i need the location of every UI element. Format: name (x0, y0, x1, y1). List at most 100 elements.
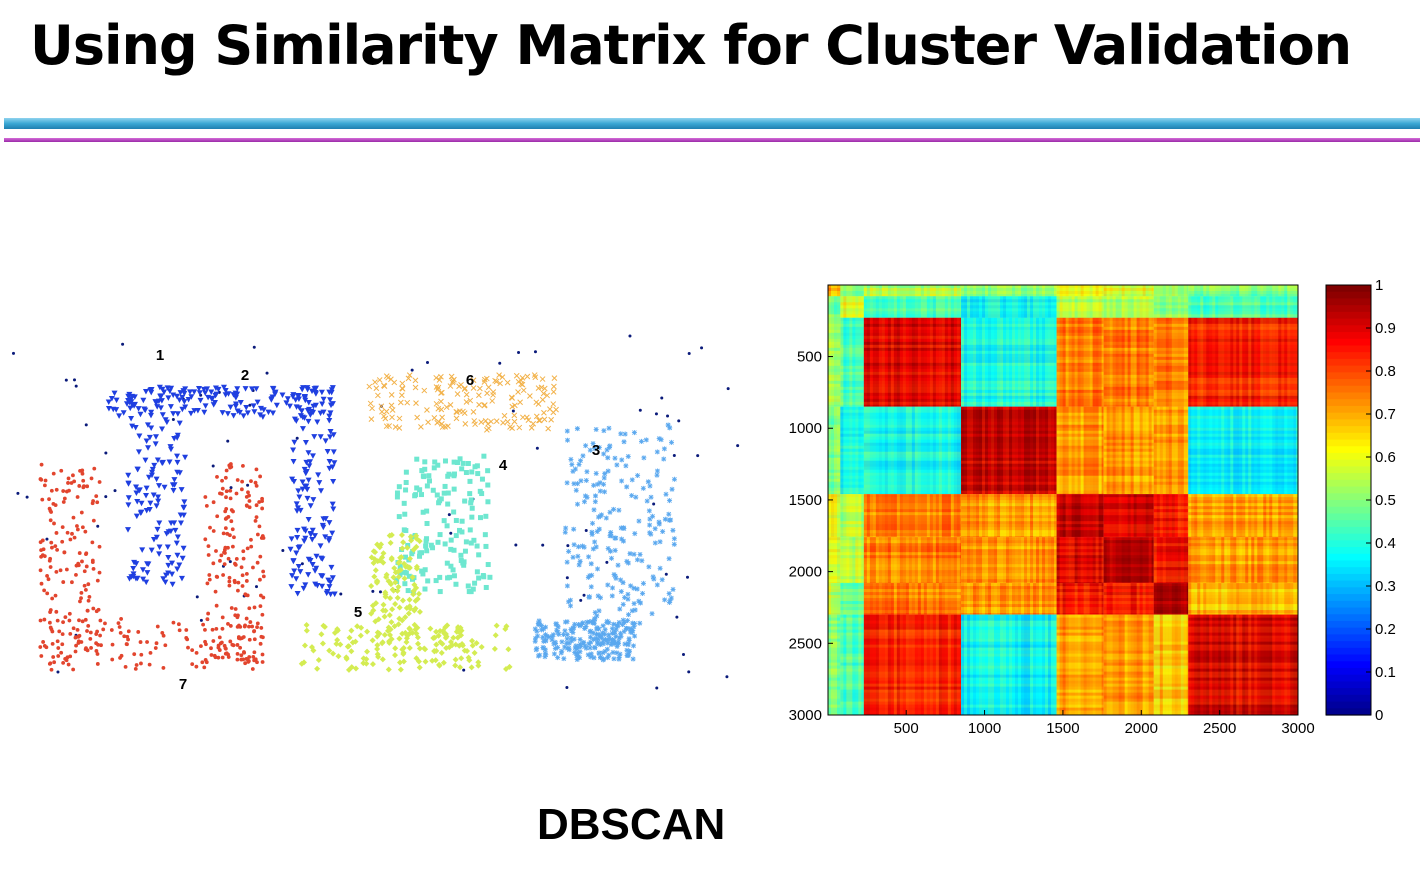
cluster-4-point (403, 570, 409, 576)
heatmap-stripe (1056, 439, 1104, 443)
heatmap-stripe (863, 665, 962, 669)
heatmap-stripe (1293, 285, 1297, 297)
heatmap-stripe (1275, 317, 1279, 407)
heatmap-stripe (1027, 583, 1031, 615)
heatmap-stripe (1153, 347, 1189, 351)
heatmap-stripe (1142, 614, 1146, 715)
cluster-3-point (591, 655, 597, 661)
cluster-3-point (596, 608, 602, 614)
cluster-3-point (632, 633, 638, 639)
cluster-7-point (56, 646, 61, 650)
cluster-5-point (334, 636, 341, 643)
colorbar-swatch (1326, 305, 1371, 313)
heatmap-stripe (1118, 614, 1122, 715)
heatmap-stripe (1056, 436, 1104, 440)
cluster-4-point (405, 588, 411, 594)
heatmap-stripe (840, 677, 864, 681)
heatmap-stripe (1188, 451, 1298, 455)
cluster-5-point (457, 664, 464, 671)
colorbar-swatch (1326, 513, 1371, 521)
heatmap-stripe (1056, 638, 1104, 642)
heatmap-stripe (1188, 543, 1298, 547)
cluster-7-point (161, 633, 166, 638)
heatmap-stripe (863, 445, 962, 449)
cluster-5-point (374, 541, 381, 548)
heatmap-stripe (1103, 442, 1154, 446)
heatmap-stripe (1242, 583, 1246, 615)
heatmap-stripe (1006, 285, 1010, 297)
heatmap-stripe (1054, 494, 1057, 538)
heatmap-stripe (828, 561, 841, 565)
cluster-2-point (143, 485, 150, 492)
heatmap-stripe (979, 583, 983, 615)
cluster-7-point (245, 546, 250, 551)
heatmap-stripe (908, 583, 912, 615)
heatmap-stripe (1281, 406, 1285, 495)
heatmap-stripe (1165, 317, 1169, 407)
heatmap-stripe (908, 614, 912, 715)
heatmap-stripe (1281, 537, 1285, 584)
heatmap-stripe (840, 503, 864, 507)
heatmap-stripe (982, 614, 986, 715)
heatmap-stripe (1153, 589, 1189, 593)
colorbar-tick-label: 0.2 (1375, 621, 1396, 638)
cluster-3-point (609, 555, 615, 561)
cluster-2-point (305, 418, 312, 425)
cluster-4-point (419, 550, 425, 556)
heatmap-stripe (1083, 296, 1087, 318)
cluster-1-point (447, 513, 451, 517)
cluster-6-point (388, 402, 395, 409)
heatmap-stripe (1194, 406, 1198, 495)
heatmap-stripe (1098, 537, 1102, 584)
heatmap-stripe (964, 296, 968, 318)
heatmap-stripe (947, 296, 951, 318)
heatmap-stripe (1142, 494, 1146, 538)
heatmap-stripe (1188, 509, 1298, 513)
heatmap-stripe (1056, 421, 1104, 425)
heatmap-stripe (828, 692, 841, 696)
heatmap-stripe (941, 406, 945, 495)
heatmap-stripe (1281, 614, 1285, 715)
heatmap-stripe (893, 583, 897, 615)
heatmap-stripe (875, 614, 879, 715)
cluster-1-point (736, 444, 740, 448)
cluster-2-point (243, 405, 250, 411)
cluster-2-point (133, 490, 140, 497)
heatmap-stripe (863, 527, 962, 531)
heatmap-stripe (1203, 537, 1207, 584)
cluster-6-point (396, 425, 403, 431)
heatmap-stripe (1130, 406, 1134, 495)
heatmap-stripe (893, 406, 897, 495)
heatmap-stripe (828, 323, 841, 327)
cluster-3-point (586, 619, 592, 625)
heatmap-stripe (956, 406, 960, 495)
cluster-3-point (620, 580, 626, 586)
heatmap-stripe (1056, 377, 1104, 381)
heatmap-stripe (1180, 537, 1184, 584)
heatmap-stripe (1266, 285, 1270, 297)
colorbar-swatch (1326, 486, 1371, 494)
cluster-2-point (288, 536, 295, 542)
cluster-2-point (310, 403, 317, 410)
heatmap-stripe (1153, 466, 1189, 470)
cluster-3-point (555, 655, 561, 661)
heatmap-stripe (1171, 494, 1175, 538)
heatmap-stripe (1188, 614, 1298, 618)
heatmap-stripe (861, 317, 864, 407)
heatmap-stripe (863, 579, 962, 583)
cluster-7-point (177, 628, 182, 633)
cluster-7-point (233, 613, 238, 618)
cluster-5-point (383, 571, 390, 578)
heatmap-stripe (1153, 288, 1189, 291)
heatmap-stripe (1188, 713, 1298, 715)
heatmap-stripe (923, 537, 927, 584)
heatmap-stripe (902, 285, 906, 297)
heatmap-stripe (849, 317, 853, 407)
cluster-4-point (424, 548, 430, 554)
heatmap-stripe (875, 285, 879, 297)
heatmap-stripe (890, 614, 894, 715)
cluster-3-point (571, 625, 577, 631)
cluster-2-point (212, 385, 219, 391)
colorbar-swatch (1326, 634, 1371, 642)
heatmap-stripe (1188, 302, 1298, 306)
